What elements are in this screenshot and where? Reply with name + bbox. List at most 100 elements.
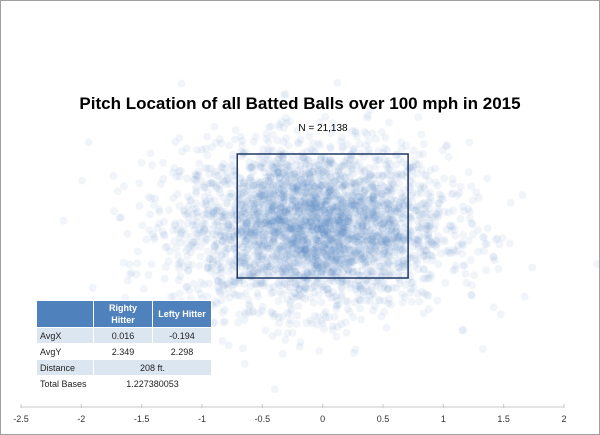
data-point xyxy=(175,201,184,210)
data-point xyxy=(277,117,286,126)
data-point xyxy=(266,199,275,208)
data-point xyxy=(350,232,359,241)
data-point xyxy=(291,267,300,276)
data-point xyxy=(339,178,348,187)
data-point xyxy=(228,260,237,269)
data-point xyxy=(197,145,206,154)
data-point xyxy=(483,224,492,233)
data-point xyxy=(290,187,299,196)
data-point xyxy=(271,224,280,233)
data-point xyxy=(490,256,499,265)
data-point xyxy=(243,184,252,193)
data-point xyxy=(324,263,333,272)
data-point xyxy=(331,202,340,211)
data-point xyxy=(325,222,334,231)
data-point xyxy=(369,205,378,214)
data-point xyxy=(224,229,233,238)
data-point xyxy=(277,242,286,251)
data-point xyxy=(84,138,93,147)
data-point xyxy=(275,123,284,132)
data-point xyxy=(361,238,370,247)
data-point xyxy=(245,157,254,166)
data-point xyxy=(250,228,259,237)
data-point xyxy=(281,230,290,239)
data-point xyxy=(301,294,310,303)
data-point xyxy=(266,226,275,235)
data-point xyxy=(252,223,261,232)
data-point xyxy=(255,152,264,161)
data-point xyxy=(284,141,293,150)
data-point xyxy=(368,203,377,212)
data-point xyxy=(338,219,347,228)
data-point xyxy=(311,200,320,209)
data-point xyxy=(341,172,350,181)
data-point xyxy=(369,223,378,232)
data-point xyxy=(496,310,505,319)
data-point xyxy=(184,202,193,211)
data-point xyxy=(274,168,283,177)
data-point xyxy=(298,223,307,232)
data-point xyxy=(293,254,302,263)
data-point xyxy=(428,256,437,265)
data-point xyxy=(287,275,296,284)
data-point xyxy=(360,195,369,204)
data-point xyxy=(375,230,384,239)
data-point xyxy=(379,171,388,180)
data-point xyxy=(360,253,369,262)
data-point xyxy=(225,235,234,244)
data-point xyxy=(123,276,132,285)
data-point xyxy=(224,222,233,231)
data-point xyxy=(284,177,293,186)
data-point xyxy=(333,229,342,238)
data-point xyxy=(434,213,443,222)
data-point xyxy=(305,162,314,171)
data-point xyxy=(338,275,347,284)
data-point xyxy=(298,221,307,230)
data-point xyxy=(295,197,304,206)
data-point xyxy=(366,251,375,260)
data-point xyxy=(307,187,316,196)
data-point xyxy=(280,186,289,195)
data-point xyxy=(272,182,281,191)
data-point xyxy=(366,169,375,178)
data-point xyxy=(243,224,252,233)
data-point xyxy=(434,204,443,213)
data-point xyxy=(389,235,398,244)
data-point xyxy=(223,224,232,233)
data-point xyxy=(234,318,243,327)
data-point xyxy=(287,223,296,232)
data-point xyxy=(282,241,291,250)
data-point xyxy=(334,213,343,222)
data-point xyxy=(250,236,259,245)
data-point xyxy=(269,202,278,211)
data-point xyxy=(356,205,365,214)
data-point xyxy=(318,177,327,186)
data-point xyxy=(230,211,239,220)
data-point xyxy=(320,240,329,249)
data-point xyxy=(260,241,269,250)
data-point xyxy=(313,203,322,212)
data-point xyxy=(392,227,401,236)
data-point xyxy=(316,236,325,245)
data-point xyxy=(356,166,365,175)
data-point xyxy=(206,164,215,173)
data-point xyxy=(328,202,337,211)
data-point xyxy=(259,232,268,241)
data-point xyxy=(295,172,304,181)
data-point xyxy=(314,245,323,254)
data-point xyxy=(291,197,300,206)
data-point xyxy=(317,234,326,243)
data-point xyxy=(342,258,351,267)
data-point xyxy=(384,204,393,213)
data-point xyxy=(323,255,332,264)
data-point xyxy=(283,164,292,173)
data-point xyxy=(182,282,191,291)
data-point xyxy=(350,225,359,234)
data-point xyxy=(357,197,366,206)
data-point xyxy=(312,278,321,287)
data-point xyxy=(147,260,156,269)
data-point xyxy=(313,204,322,213)
data-point xyxy=(270,190,279,199)
data-point xyxy=(346,155,355,164)
data-point xyxy=(378,224,387,233)
